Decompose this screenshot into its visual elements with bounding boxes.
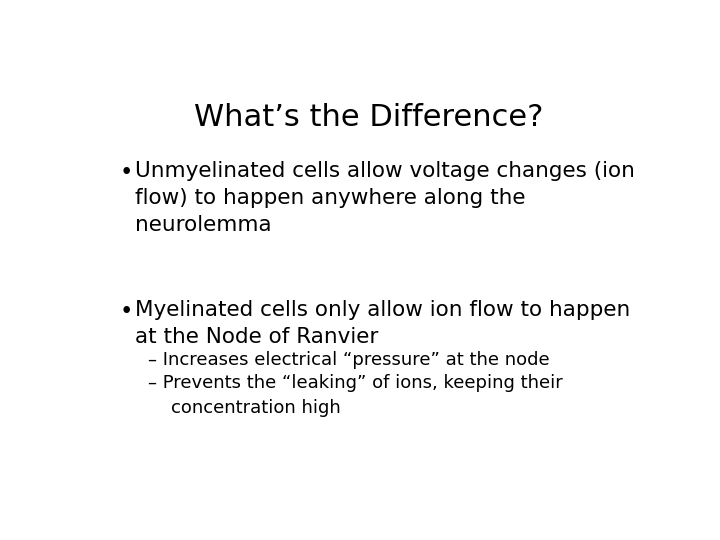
Text: What’s the Difference?: What’s the Difference? [194, 103, 544, 132]
Text: •: • [120, 300, 132, 322]
Text: •: • [120, 161, 132, 184]
Text: – Prevents the “leaking” of ions, keeping their
    concentration high: – Prevents the “leaking” of ions, keepin… [148, 374, 563, 417]
Text: Myelinated cells only allow ion flow to happen
at the Node of Ranvier: Myelinated cells only allow ion flow to … [135, 300, 630, 347]
Text: – Increases electrical “pressure” at the node: – Increases electrical “pressure” at the… [148, 351, 550, 369]
Text: Unmyelinated cells allow voltage changes (ion
flow) to happen anywhere along the: Unmyelinated cells allow voltage changes… [135, 161, 635, 235]
